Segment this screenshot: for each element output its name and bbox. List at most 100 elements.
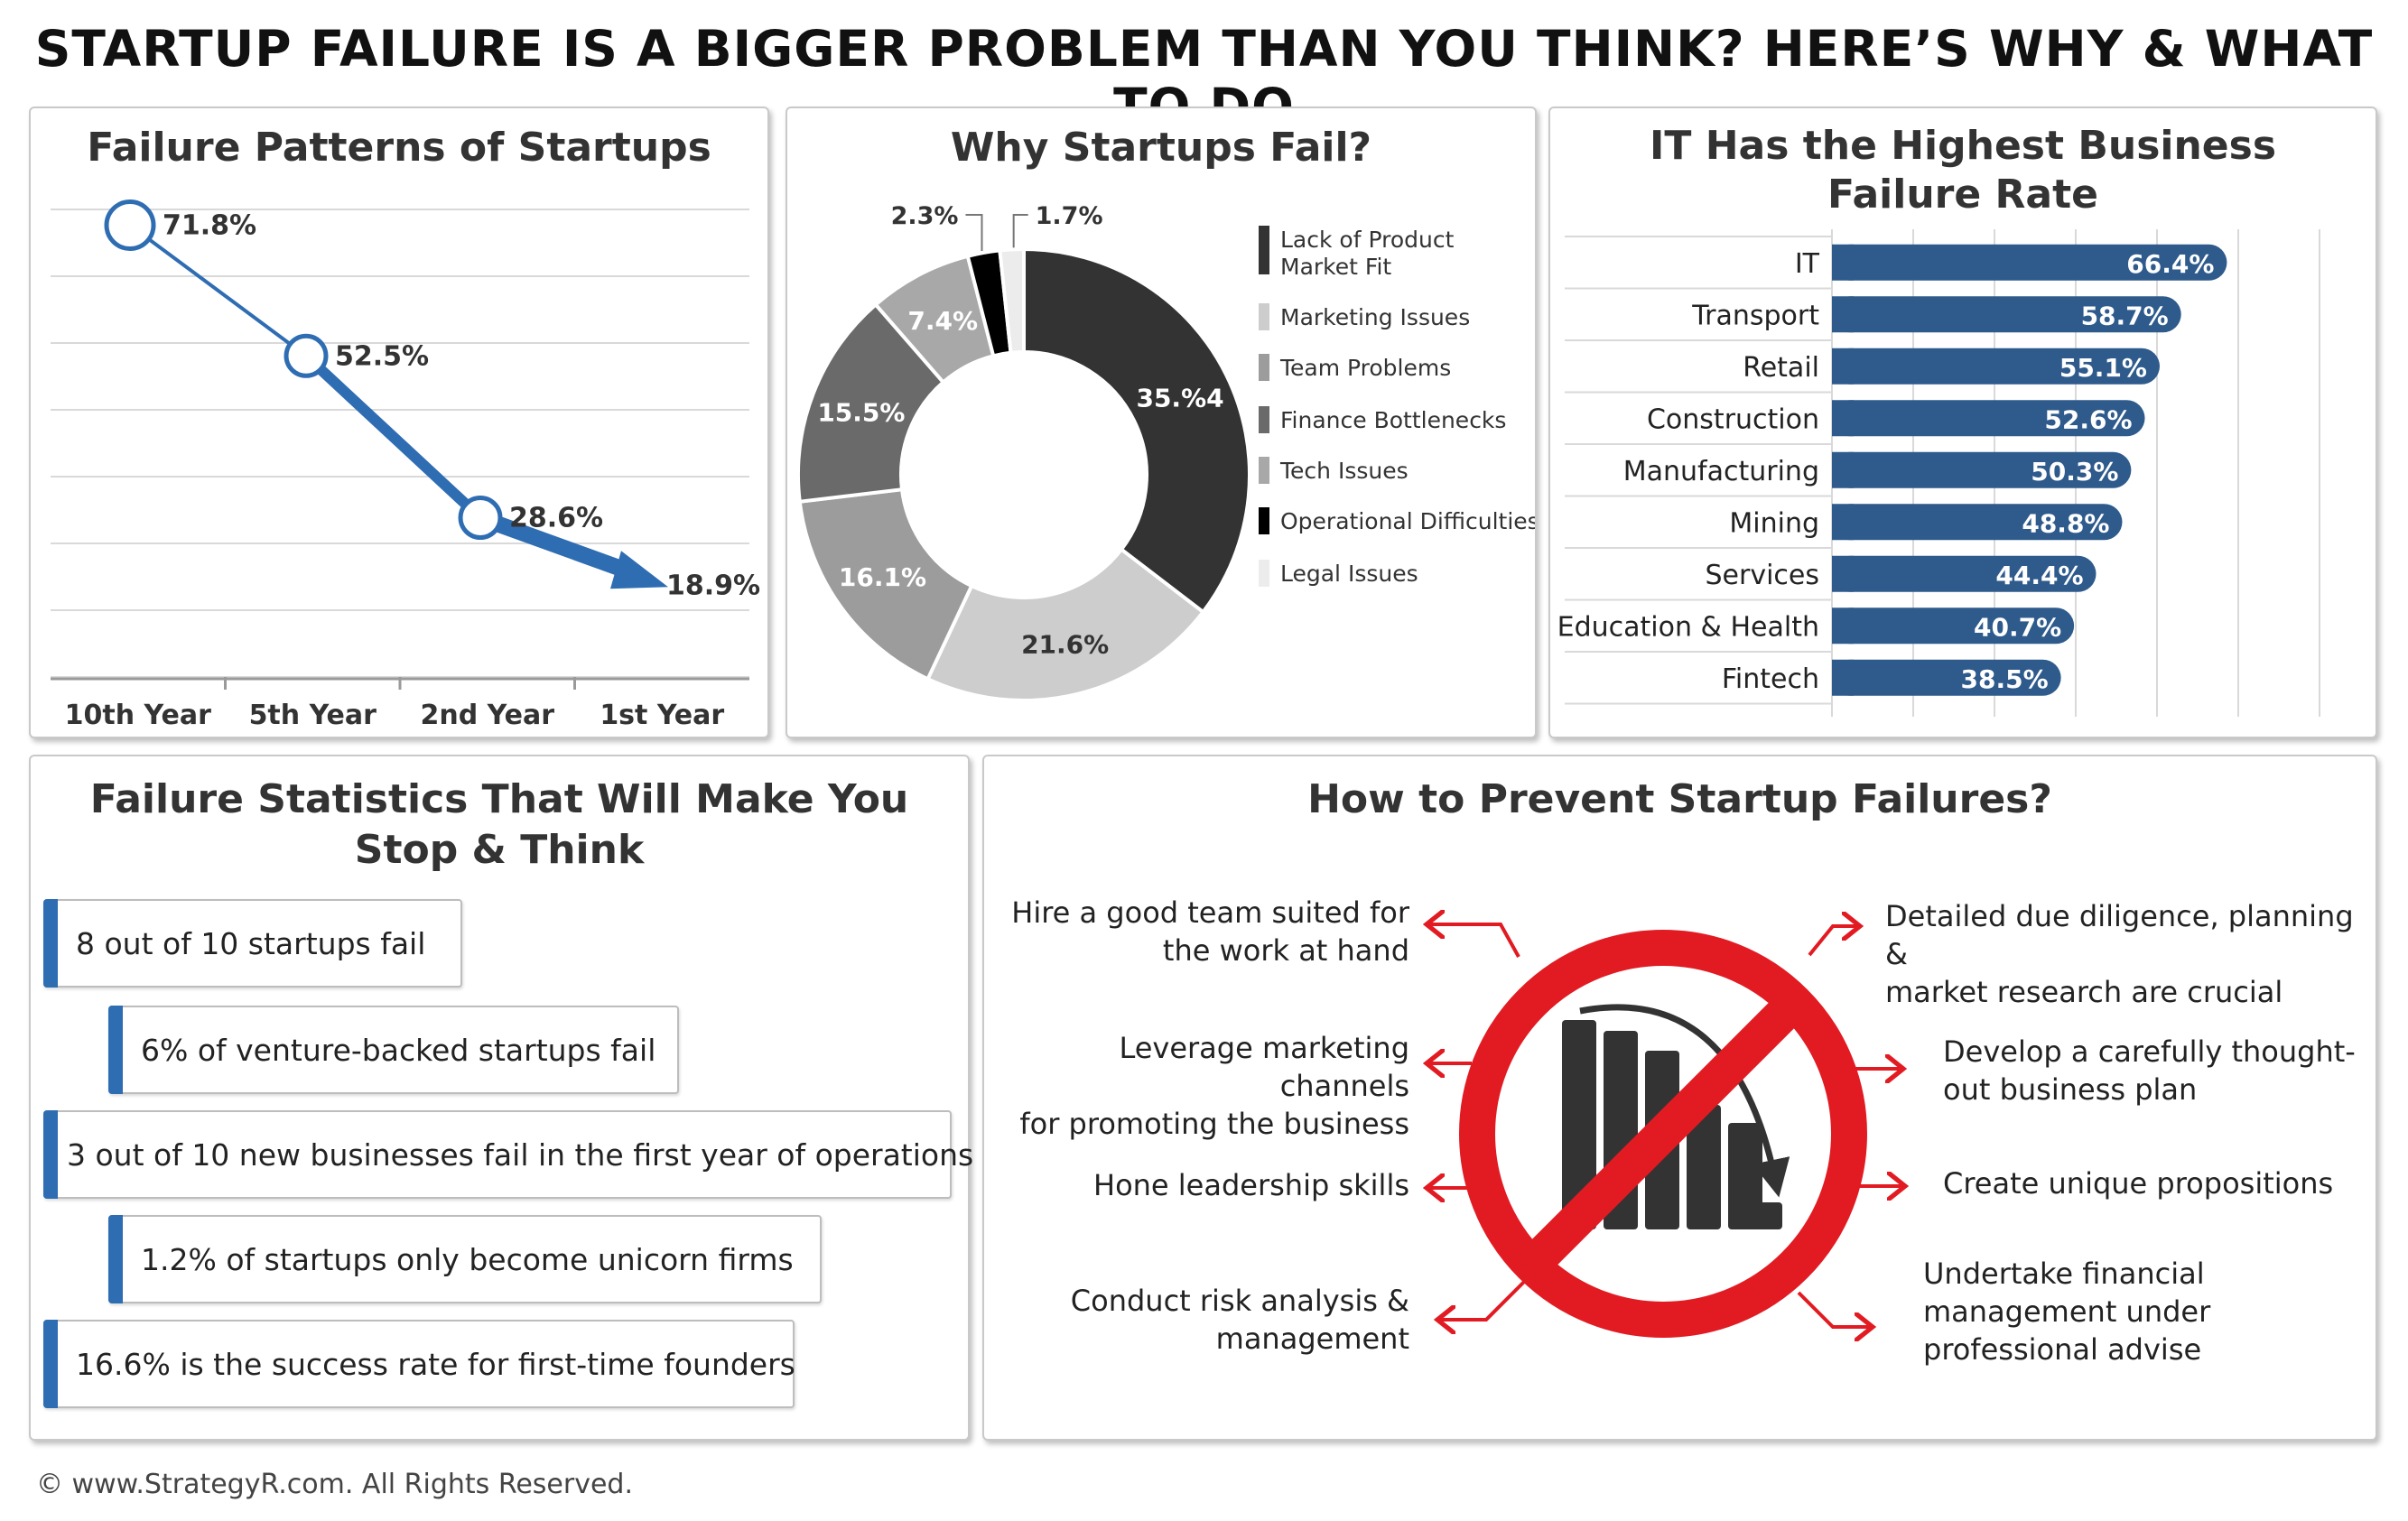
why-fail-chart: 35.%4 21.6% 16.1% 15.5% 7.4% 2.3% 1.7% Lack of … (796, 202, 1535, 702)
bar-base (1832, 607, 1854, 645)
tip-line: Detailed due diligence, planning & (1885, 899, 2354, 971)
legend-swatch (1259, 226, 1269, 274)
x-tick-label: 1st Year (600, 700, 724, 731)
stat-item: 8 out of 10 startups fail (43, 899, 462, 988)
data-point (104, 199, 156, 251)
legend-swatch (1259, 457, 1269, 484)
bar (1832, 659, 2061, 696)
stat-text: 6% of venture-backed startups fail (141, 1032, 656, 1068)
category-label: IT (1795, 248, 1820, 280)
slice-label: 35.%4 (1136, 384, 1223, 413)
tip-line: the work at hand (1162, 933, 1409, 968)
bar (1832, 348, 2160, 385)
value-label: 44.4% (1995, 561, 2083, 590)
legend-label: Marketing Issues (1280, 304, 1470, 330)
tip-line: Develop a carefully thought- (1943, 1034, 2356, 1069)
tip-business-plan: Develop a carefully thought- out busines… (1943, 1033, 2356, 1108)
stat-item: 16.6% is the success rate for first-time… (43, 1320, 795, 1408)
legend-label: Legal Issues (1280, 561, 1418, 587)
tip-financial-management: Undertake financial management under pro… (1923, 1255, 2210, 1368)
tip-unique-propositions: Create unique propositions (1943, 1164, 2333, 1202)
pie-slice (925, 546, 1206, 702)
tip-line: management under (1923, 1294, 2211, 1329)
tip-marketing-channels: Leverage marketing channels for promotin… (984, 1029, 1409, 1143)
failure-statistics-panel: Failure Statistics That Will Make You St… (29, 755, 973, 1441)
tip-line: management (1215, 1322, 1409, 1356)
bar-base (1832, 348, 1854, 385)
bar (1832, 555, 2097, 592)
tip-leadership: Hone leadership skills (1093, 1166, 1409, 1204)
industry-failure-title-line2: Failure Rate (1827, 172, 2098, 218)
x-tick-label: 5th Year (249, 700, 377, 731)
why-fail-title: Why Startups Fail? (950, 125, 1372, 171)
pie-slice (797, 487, 974, 682)
stat-item: 3 out of 10 new businesses fail in the f… (43, 1110, 973, 1199)
bar-base (1832, 659, 1854, 696)
bar-base (1832, 244, 1854, 281)
slice-label: 16.1% (839, 562, 926, 592)
tip-line: Undertake financial (1923, 1257, 2205, 1291)
tip-line: Hone leadership skills (1093, 1168, 1409, 1202)
legend-label: Tech Issues (1279, 458, 1409, 484)
failure-patterns-title: Failure Patterns of Startups (87, 125, 711, 171)
stat-item: 1.2% of startups only become unicorn fir… (108, 1215, 822, 1303)
stat-text: 3 out of 10 new businesses fail in the f… (67, 1136, 974, 1173)
category-label: Retail (1743, 352, 1819, 384)
bar (1832, 244, 2227, 281)
value-label: 50.3% (2031, 457, 2118, 487)
prevent-failures-title: How to Prevent Startup Failures? (1307, 776, 2052, 822)
category-label: Services (1705, 560, 1819, 591)
bar (1832, 451, 2132, 488)
copyright-footer: © www.StrategyR.com. All Rights Reserved… (36, 1469, 633, 1500)
callout-line (965, 214, 983, 251)
bar-base (1832, 504, 1854, 541)
tip-line: out business plan (1943, 1072, 2198, 1107)
tip-line: Hire a good team suited for (1011, 895, 1409, 930)
stat-text: 1.2% of startups only become unicorn fir… (141, 1241, 794, 1277)
data-label: 52.5% (335, 340, 429, 372)
series-arrowhead (610, 551, 668, 589)
pie-slice (796, 301, 946, 504)
legend-label: Lack of Product (1280, 227, 1455, 253)
stat-item: 6% of venture-backed startups fail (108, 1006, 679, 1094)
tip-line: Leverage marketing channels (1119, 1031, 1409, 1103)
failure-patterns-panel: Failure Patterns of Startups 10th Year 5t… (29, 107, 769, 738)
legend-swatch (1259, 560, 1269, 587)
value-label: 38.5% (1960, 664, 2048, 694)
category-label: Fintech (1722, 663, 1819, 695)
slice-label: 2.3% (891, 202, 959, 230)
bar (1832, 607, 2075, 645)
failure-statistics-title-line2: Stop & Think (354, 827, 645, 873)
bar (1832, 296, 2181, 333)
callout-line (1012, 214, 1028, 248)
value-label: 58.7% (2081, 301, 2169, 330)
tip-line: for promoting the business (1019, 1107, 1409, 1141)
x-tick-label: 2nd Year (420, 700, 554, 731)
industry-failure-panel: IT Has the Highest Business Failure Rate… (1548, 107, 2377, 738)
legend-label: Finance Bottlenecks (1280, 407, 1506, 433)
category-label: Manufacturing (1623, 456, 1819, 487)
tip-line: Create unique propositions (1943, 1166, 2334, 1201)
x-tick-label: 10th Year (65, 700, 211, 731)
value-label: 48.8% (2022, 508, 2109, 538)
value-label: 52.6% (2044, 404, 2132, 434)
data-label: 28.6% (509, 503, 603, 534)
legend-swatch (1259, 354, 1269, 381)
bar-base (1832, 400, 1854, 437)
tip-line: Conduct risk analysis & (1070, 1284, 1409, 1318)
industry-failure-title-line1: IT Has the Highest Business (1649, 123, 2277, 169)
bar-base (1832, 555, 1854, 592)
slice-label: 21.6% (1021, 630, 1109, 660)
tip-line: market research are crucial (1885, 975, 2283, 1009)
slice-label: 15.5% (817, 398, 905, 428)
bar-base (1832, 451, 1854, 488)
legend-swatch (1259, 303, 1269, 330)
series-segment (472, 509, 640, 581)
tip-due-diligence: Detailed due diligence, planning & marke… (1885, 897, 2375, 1011)
value-label: 55.1% (2059, 353, 2147, 383)
stat-text: 16.6% is the success rate for first-time… (76, 1346, 795, 1382)
failure-statistics-title-line1: Failure Statistics That Will Make You (89, 776, 909, 822)
pie-slice (998, 246, 1026, 355)
category-label: Transport (1691, 300, 1819, 331)
bar-base (1832, 296, 1854, 333)
